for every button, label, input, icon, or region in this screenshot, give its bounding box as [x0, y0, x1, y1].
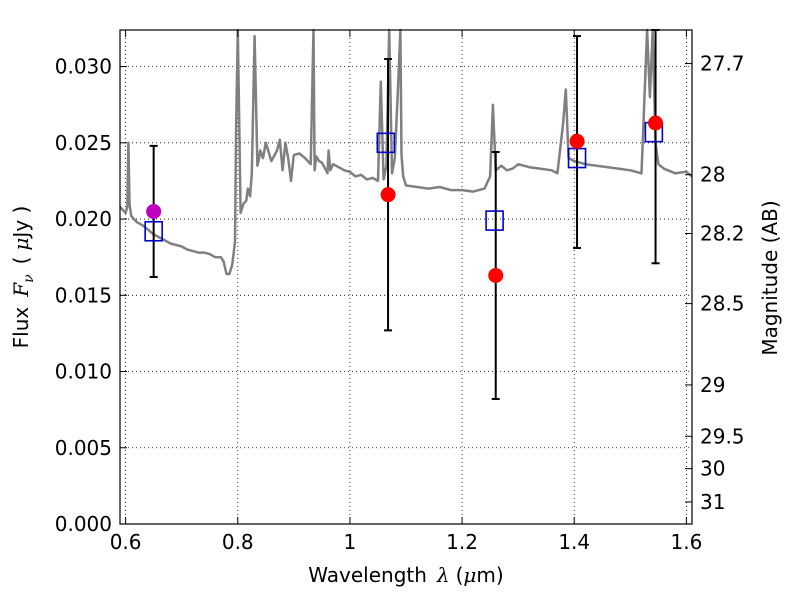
x-axis-label-symbol: λ [436, 563, 450, 587]
y2-tick-label: 27.7 [700, 52, 745, 76]
y2-tick-label: 29.5 [700, 424, 745, 448]
y2-tick-label: 30 [700, 457, 725, 481]
observed-point [146, 203, 162, 219]
plot-frame [119, 29, 693, 525]
y2-ticks: 27.7 28 28.2 28.5 29 29.5 30 31 [685, 52, 745, 514]
y-tick-label: 0.015 [55, 283, 112, 307]
x-axis-label-unit-end: m) [476, 563, 503, 587]
y-axis-label: Flux Fν ( μJy ) [9, 206, 37, 349]
y2-tick-label: 28.5 [700, 292, 745, 316]
x-axis-label-mu: μ [463, 563, 476, 587]
y-axis-label-unit: ( [9, 257, 33, 265]
y2-tick-label: 28 [700, 163, 725, 187]
observed-point [648, 115, 664, 131]
x-tick-label: 1.4 [558, 530, 590, 554]
x-axis-label-unit: ( [456, 563, 464, 587]
model-spectrum-line [119, 28, 693, 276]
y-tick-label: 0.025 [55, 131, 112, 155]
model-band-point [485, 210, 504, 231]
y-tick-label: 0.005 [55, 436, 112, 460]
x-ticks: 0.6 0.8 1 1.2 1.4 1.6 [110, 30, 702, 554]
y2-tick-label: 29 [700, 373, 725, 397]
y-tick-label: 0.020 [55, 207, 112, 231]
y2-tick-label: 31 [700, 490, 725, 514]
y-tick-label: 0.010 [55, 360, 112, 384]
y-axis-label-unit-end: Jy ) [9, 206, 33, 240]
model-band-point [376, 132, 396, 154]
x-axis-label: Wavelength λ (μm) [308, 563, 503, 587]
y-tick-label: 0.030 [55, 55, 112, 79]
x-tick-label: 1 [344, 530, 357, 554]
observed-point [488, 267, 504, 283]
y2-axis-label: Magnitude (AB) [758, 200, 782, 355]
model-band-point [144, 220, 163, 242]
x-tick-label: 1.2 [446, 530, 478, 554]
x-tick-label: 0.6 [110, 530, 142, 554]
y-axis-label-mu: μ [9, 238, 33, 251]
observed-point [380, 187, 396, 203]
x-tick-label: 1.6 [670, 530, 702, 554]
y2-tick-label: 28.2 [700, 221, 745, 245]
observed-layer [146, 115, 664, 283]
x-tick-label: 0.8 [222, 530, 254, 554]
grid [120, 30, 692, 525]
y-axis-label-text: Flux [9, 307, 33, 349]
errorbar-layer [149, 29, 660, 400]
x-axis-label-text: Wavelength [308, 563, 427, 587]
y-ticks: 0.000 0.005 0.010 0.015 0.020 0.025 0.030 [55, 55, 127, 536]
y-tick-label: 0.000 [55, 512, 112, 536]
y-axis-label-sub: ν [21, 274, 37, 283]
observed-point [569, 133, 585, 149]
y-axis-label-symbol: F [9, 282, 33, 298]
model-spectrum-layer [119, 28, 693, 276]
